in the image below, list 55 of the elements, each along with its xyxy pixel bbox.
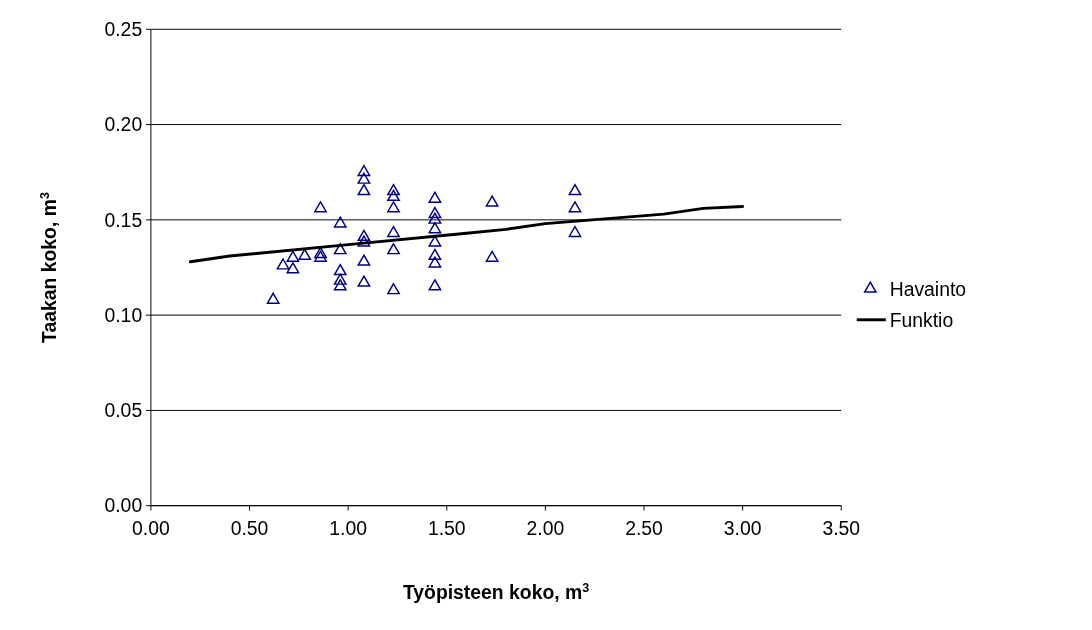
point xyxy=(357,164,371,177)
point xyxy=(568,225,582,238)
point xyxy=(333,279,347,291)
legend-label: Funktio xyxy=(889,308,954,331)
x-tick-label: 3.50 xyxy=(822,516,861,539)
x-tick-label: 1.00 xyxy=(329,516,368,539)
point xyxy=(333,263,347,276)
point xyxy=(333,243,347,255)
legend-label: Havainto xyxy=(889,277,967,300)
point xyxy=(428,222,442,234)
point xyxy=(485,250,499,262)
point xyxy=(314,201,327,213)
y-tick-label: 0.10 xyxy=(104,303,143,326)
point xyxy=(357,172,371,184)
point xyxy=(266,292,280,304)
point xyxy=(357,183,371,196)
point xyxy=(568,183,582,196)
point xyxy=(428,279,442,291)
point xyxy=(428,256,442,268)
point xyxy=(387,243,400,255)
point xyxy=(387,283,400,295)
point xyxy=(276,258,290,270)
y-tick-label: 0.15 xyxy=(104,208,143,231)
point xyxy=(485,195,499,207)
point xyxy=(568,201,582,213)
point xyxy=(428,235,442,247)
x-axis-title: Työpisteen koko, m$^{3}$ xyxy=(402,580,590,603)
y-tick-label: 0.20 xyxy=(104,113,143,136)
y-tick-label: 0.25 xyxy=(104,18,143,41)
point xyxy=(314,250,327,262)
point xyxy=(428,248,442,261)
point xyxy=(357,229,371,242)
point xyxy=(387,189,400,202)
point xyxy=(286,250,300,262)
point xyxy=(428,212,442,224)
x-tick-label: 2.00 xyxy=(526,516,565,539)
point xyxy=(298,248,312,261)
point xyxy=(357,235,371,247)
x-tick-label: 2.50 xyxy=(625,516,664,539)
x-tick-label: 3.00 xyxy=(723,516,762,539)
y-tick-label: 0.00 xyxy=(104,494,143,517)
point xyxy=(387,183,400,196)
point xyxy=(333,273,347,285)
x-tick-label: 0.50 xyxy=(230,516,269,539)
point xyxy=(428,191,442,203)
y-tick-label: 0.05 xyxy=(104,399,143,422)
x-tick-label: 1.50 xyxy=(427,516,466,539)
point xyxy=(387,225,400,238)
point xyxy=(357,254,371,266)
point xyxy=(286,262,300,274)
point xyxy=(428,206,442,219)
point xyxy=(387,201,400,213)
point xyxy=(357,275,371,287)
point xyxy=(333,216,347,228)
x-tick-label: 0.00 xyxy=(132,516,170,539)
